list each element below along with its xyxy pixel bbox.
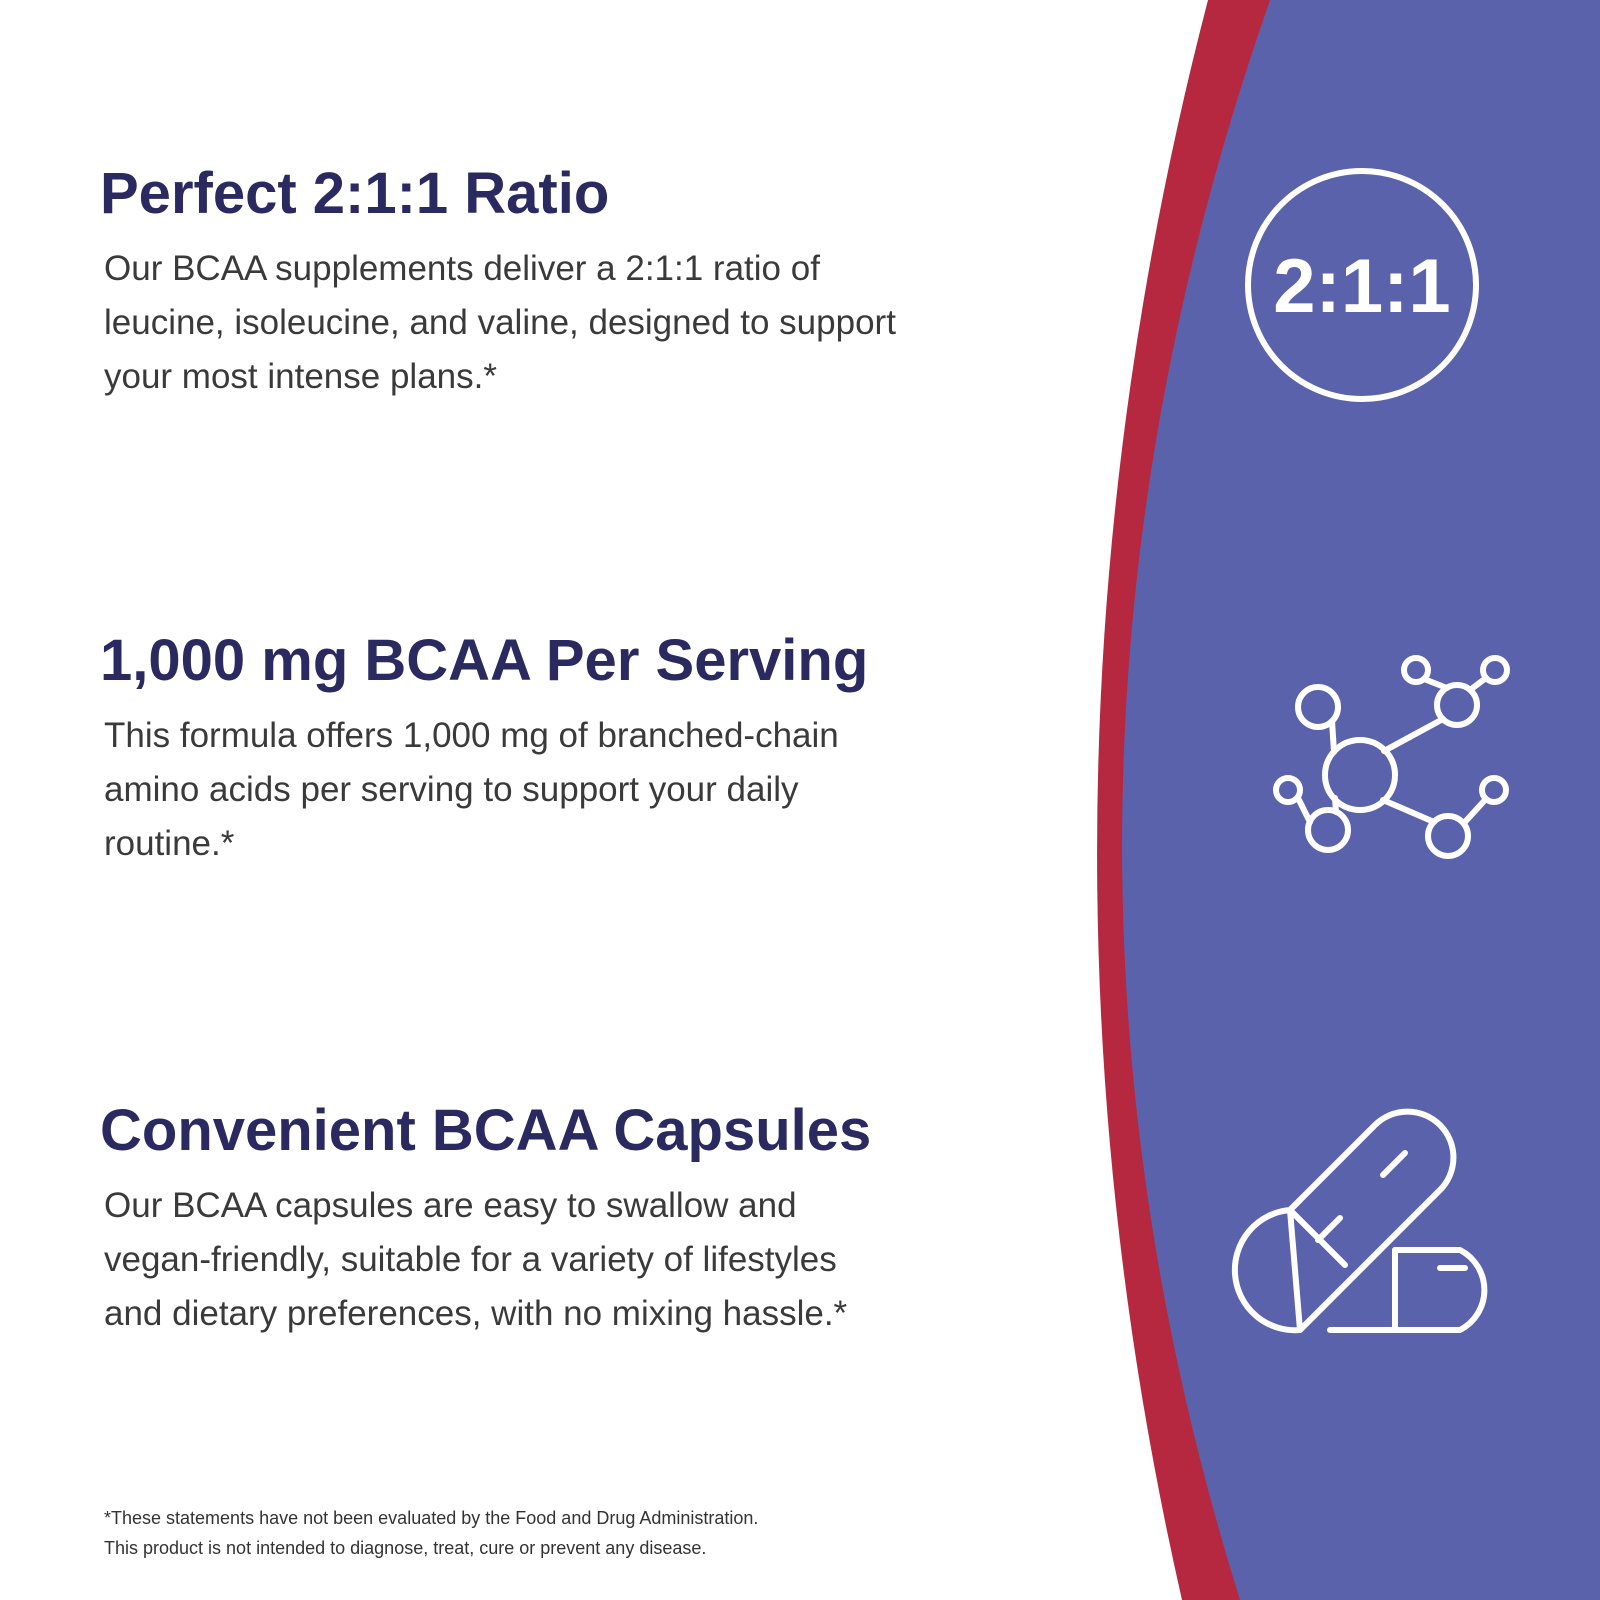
molecule-icon (1273, 655, 1510, 859)
ratio-circle (1245, 168, 1479, 402)
feature-title: Convenient BCAA Capsules (100, 1098, 871, 1163)
feature-body-line: Our BCAA capsules are easy to swallow an… (104, 1186, 797, 1225)
feature-body-line: leucine, isoleucine, and valine, designe… (104, 303, 896, 342)
disclaimer-line: This product is not intended to diagnose… (104, 1538, 706, 1558)
disclaimer-line: *These statements have not been evaluate… (104, 1508, 758, 1528)
feature-title: Perfect 2:1:1 Ratio (100, 161, 609, 226)
feature-title: 1,000 mg BCAA Per Serving (100, 628, 868, 693)
feature-body-line: vegan-friendly, suitable for a variety o… (104, 1240, 837, 1279)
feature-body-line: your most intense plans.* (104, 357, 497, 396)
feature-body-line: and dietary preferences, with no mixing … (104, 1294, 848, 1333)
feature-body-line: routine.* (104, 824, 235, 863)
ratio-label: 2:1:1 (1273, 244, 1450, 329)
feature-body-line: Our BCAA supplements deliver a 2:1:1 rat… (104, 249, 820, 288)
feature-body-line: This formula offers 1,000 mg of branched… (104, 716, 839, 755)
capsule-icon (1231, 1108, 1488, 1334)
feature-body-line: amino acids per serving to support your … (104, 770, 799, 809)
blue-panel (1122, 0, 1600, 1600)
ratio-icon: 2:1:1 (1245, 168, 1479, 402)
